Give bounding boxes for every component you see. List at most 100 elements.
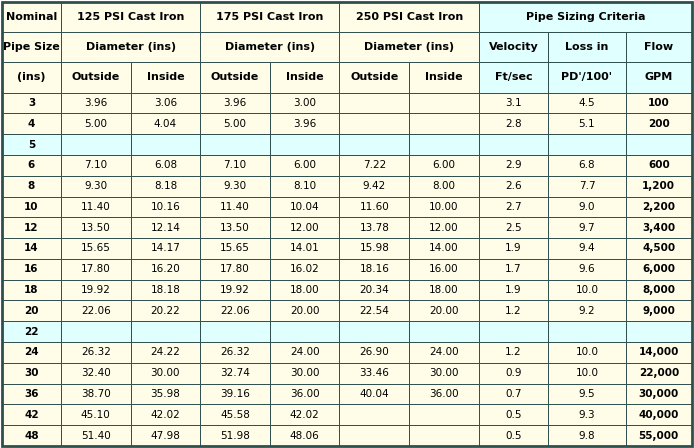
Bar [130, 238, 200, 259]
Text: 6.8: 6.8 [579, 160, 595, 170]
Bar [2, 280, 61, 301]
Bar [200, 197, 270, 217]
Bar [200, 363, 270, 383]
Bar [339, 321, 409, 342]
Text: 42.02: 42.02 [151, 410, 180, 420]
Bar [61, 134, 130, 155]
Bar [409, 155, 479, 176]
Bar [130, 321, 200, 342]
Text: 0.9: 0.9 [505, 368, 522, 378]
Bar [130, 176, 200, 197]
Bar [339, 363, 409, 383]
Text: 2,200: 2,200 [642, 202, 675, 212]
Text: 9.4: 9.4 [579, 244, 595, 254]
Text: 125 PSI Cast Iron: 125 PSI Cast Iron [77, 12, 185, 22]
Bar [2, 155, 61, 176]
Bar [2, 238, 61, 259]
Text: 9.8: 9.8 [579, 431, 595, 440]
Text: 38.70: 38.70 [81, 389, 110, 399]
Bar [2, 2, 61, 32]
Bar [61, 342, 130, 363]
Text: 48: 48 [24, 431, 39, 440]
Bar [200, 62, 270, 93]
Bar [270, 176, 339, 197]
Text: 11.40: 11.40 [81, 202, 110, 212]
Bar [548, 93, 625, 113]
Bar [130, 405, 200, 425]
Bar [270, 62, 339, 93]
Text: Outside: Outside [350, 73, 398, 82]
Text: 12: 12 [24, 223, 39, 233]
Bar [339, 425, 409, 446]
Bar [339, 301, 409, 321]
Bar [200, 425, 270, 446]
Bar [548, 217, 625, 238]
Bar [200, 32, 339, 62]
Bar [200, 134, 270, 155]
Bar [548, 342, 625, 363]
Bar [339, 197, 409, 217]
Bar [479, 217, 548, 238]
Bar [130, 342, 200, 363]
Text: 9.0: 9.0 [579, 202, 595, 212]
Bar [61, 93, 130, 113]
Text: 0.5: 0.5 [505, 410, 522, 420]
Bar [2, 321, 61, 342]
Bar [61, 425, 130, 446]
Text: 26.32: 26.32 [220, 348, 250, 358]
Text: 4: 4 [28, 119, 35, 129]
Text: 30.00: 30.00 [290, 368, 319, 378]
Bar [548, 321, 625, 342]
Text: 39.16: 39.16 [220, 389, 250, 399]
Bar [409, 405, 479, 425]
Bar [339, 93, 409, 113]
Bar [130, 259, 200, 280]
Text: 3: 3 [28, 98, 35, 108]
Text: Diameter (ins): Diameter (ins) [85, 42, 176, 52]
Bar [61, 383, 130, 405]
Text: 42: 42 [24, 410, 39, 420]
Bar [625, 155, 692, 176]
Text: 1.2: 1.2 [505, 348, 522, 358]
Bar [409, 363, 479, 383]
Bar [409, 197, 479, 217]
Bar [625, 405, 692, 425]
Text: 22: 22 [24, 327, 39, 336]
Text: 14.01: 14.01 [290, 244, 319, 254]
Bar [548, 301, 625, 321]
Text: 6.00: 6.00 [432, 160, 455, 170]
Text: Pipe Sizing Criteria: Pipe Sizing Criteria [525, 12, 645, 22]
Bar [2, 405, 61, 425]
Text: 16: 16 [24, 264, 39, 274]
Text: 20.00: 20.00 [290, 306, 319, 316]
Bar [339, 113, 409, 134]
Bar [479, 259, 548, 280]
Text: 14: 14 [24, 244, 39, 254]
Bar [339, 32, 479, 62]
Text: 1.7: 1.7 [505, 264, 522, 274]
Bar [61, 259, 130, 280]
Bar [479, 342, 548, 363]
Bar [130, 363, 200, 383]
Bar [409, 425, 479, 446]
Text: 4,500: 4,500 [642, 244, 675, 254]
Bar [270, 405, 339, 425]
Text: 15.65: 15.65 [220, 244, 250, 254]
Text: 3,400: 3,400 [642, 223, 675, 233]
Bar [625, 383, 692, 405]
Text: 8.18: 8.18 [154, 181, 177, 191]
Bar [625, 62, 692, 93]
Text: 0.5: 0.5 [505, 431, 522, 440]
Bar [339, 405, 409, 425]
Bar [625, 176, 692, 197]
Bar [2, 62, 61, 93]
Bar [409, 134, 479, 155]
Bar [409, 342, 479, 363]
Bar [270, 383, 339, 405]
Bar [548, 155, 625, 176]
Bar [130, 280, 200, 301]
Bar [409, 321, 479, 342]
Text: 600: 600 [648, 160, 670, 170]
Text: 9.2: 9.2 [579, 306, 595, 316]
Bar [61, 405, 130, 425]
